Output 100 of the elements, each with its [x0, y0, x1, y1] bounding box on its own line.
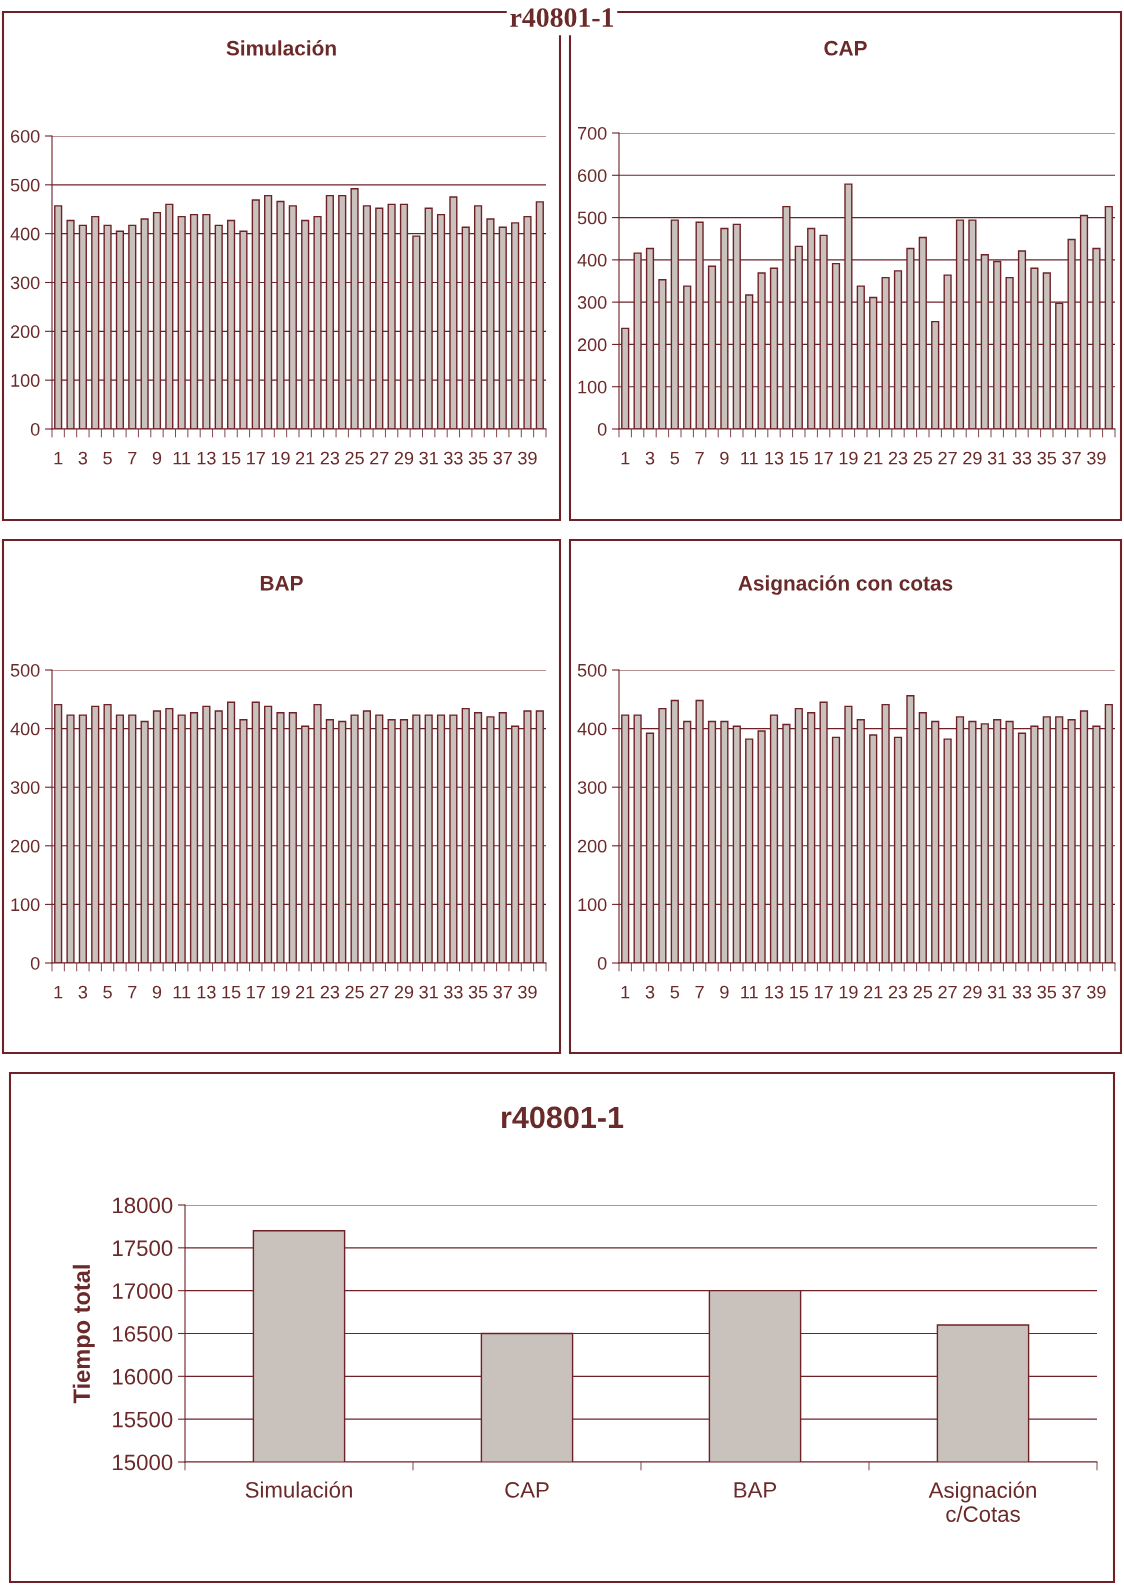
- y-tick-label: 100: [11, 898, 40, 912]
- y-axis-title: Tiempo total: [72, 1265, 95, 1404]
- y-tick-label: 200: [577, 338, 607, 352]
- x-tick-label: 5: [103, 451, 112, 465]
- x-tick-label: 11: [173, 451, 191, 465]
- y-tick-label: 600: [10, 129, 40, 143]
- chart-title: Asignación con cotas: [738, 575, 953, 595]
- x-tick-label: Simulación: [245, 1481, 352, 1498]
- y-tick-label: 500: [10, 663, 40, 677]
- x-tick-label: 21: [864, 985, 883, 999]
- y-tick-label: 400: [10, 722, 40, 736]
- y-tick-label: 300: [10, 781, 40, 794]
- x-tick-label: 29: [394, 985, 414, 999]
- x-tick-label: 1: [621, 985, 630, 999]
- x-tick-label: 21: [864, 451, 883, 465]
- x-tick-label: 9: [720, 985, 729, 999]
- x-tick-label: 33: [444, 985, 463, 999]
- x-tick-label: 11: [741, 451, 758, 465]
- y-tick-label: 100: [578, 380, 607, 394]
- y-tick-label: 400: [10, 227, 40, 241]
- x-tick-label: 37: [1062, 451, 1081, 465]
- x-tick-label: BAP: [734, 1482, 777, 1498]
- y-tick-label: 500: [10, 178, 40, 192]
- x-tick-label: 5: [103, 985, 112, 999]
- x-tick-label: 23: [320, 451, 340, 465]
- y-tick-label: 300: [10, 276, 40, 290]
- x-tick-label: 7: [128, 451, 137, 465]
- x-tick-label: 29: [394, 451, 414, 465]
- x-tick-label: 35: [468, 451, 488, 465]
- y-tick-label: 0: [597, 422, 607, 436]
- y-tick-label: 100: [578, 898, 607, 912]
- y-tick-label: 700: [578, 126, 607, 140]
- x-tick-label: 19: [271, 451, 290, 465]
- x-tick-label: 1: [54, 985, 63, 999]
- x-tick-label: 7: [695, 985, 704, 999]
- x-tick-label: 37: [1062, 985, 1081, 999]
- x-tick-label: 33: [1012, 451, 1032, 465]
- y-tick-label: 0: [597, 956, 607, 970]
- x-tick-label: 3: [78, 985, 88, 999]
- y-tick-label: 300: [577, 296, 607, 309]
- x-tick-label: 29: [963, 985, 982, 999]
- x-tick-label: 31: [987, 451, 1007, 465]
- x-tick-label: Asignación c/Cotas: [928, 1481, 1036, 1522]
- x-tick-label: 39: [1087, 985, 1106, 999]
- x-tick-label: 15: [222, 451, 241, 465]
- x-tick-label: 3: [645, 451, 655, 465]
- x-tick-label: 19: [839, 451, 858, 465]
- y-tick-label: 200: [10, 839, 40, 853]
- x-tick-label: 39: [1087, 451, 1106, 465]
- x-tick-label: 17: [814, 985, 833, 999]
- y-tick-label: 16500: [113, 1326, 173, 1342]
- text: r40801-1: [510, 8, 614, 27]
- y-tick-label: 17500: [113, 1240, 173, 1257]
- x-tick-label: 27: [370, 985, 389, 999]
- x-tick-label: 17: [814, 451, 833, 465]
- x-tick-label: 5: [670, 985, 680, 999]
- x-tick-label: 17: [247, 451, 265, 465]
- x-tick-label: 11: [741, 985, 758, 999]
- x-tick-label: 23: [888, 451, 908, 465]
- y-tick-label: 15500: [113, 1411, 173, 1428]
- x-tick-label: 33: [1012, 985, 1032, 999]
- x-tick-label: 35: [1037, 985, 1057, 999]
- x-tick-label: 1: [621, 451, 630, 465]
- x-tick-label: 25: [913, 985, 933, 999]
- x-tick-label: 29: [963, 451, 982, 465]
- x-tick-label: 25: [345, 451, 364, 465]
- x-tick-label: 37: [493, 985, 512, 999]
- x-tick-label: 9: [720, 451, 729, 465]
- y-tick-label: 15000: [113, 1454, 173, 1471]
- x-tick-label: 3: [78, 451, 88, 465]
- x-tick-label: 3: [645, 985, 655, 999]
- y-tick-label: 100: [11, 374, 40, 387]
- x-tick-label: 15: [222, 985, 241, 999]
- x-tick-label: 11: [173, 985, 191, 999]
- x-tick-label: 23: [320, 985, 340, 999]
- x-tick-label: 9: [152, 451, 162, 465]
- x-tick-label: 35: [468, 985, 488, 999]
- x-tick-label: CAP: [505, 1482, 549, 1498]
- x-tick-label: 19: [271, 985, 290, 999]
- x-tick-label: 27: [938, 985, 957, 999]
- x-tick-label: 21: [296, 985, 315, 999]
- y-tick-label: 16000: [113, 1368, 173, 1385]
- x-tick-label: 39: [518, 985, 537, 999]
- y-tick-label: 200: [577, 839, 607, 853]
- x-tick-label: 1: [54, 451, 63, 465]
- x-tick-label: 15: [790, 451, 809, 465]
- x-tick-label: 27: [370, 451, 389, 465]
- x-tick-label: 13: [765, 451, 784, 465]
- chart-title: CAP: [824, 40, 867, 56]
- y-tick-label: 17000: [113, 1283, 173, 1299]
- x-tick-label: 7: [128, 985, 137, 999]
- x-tick-label: 37: [493, 451, 512, 465]
- x-tick-label: 17: [247, 985, 265, 999]
- y-tick-label: 500: [577, 663, 607, 677]
- x-tick-label: 13: [765, 985, 784, 999]
- x-tick-label: 13: [197, 451, 216, 465]
- y-tick-label: 500: [577, 211, 607, 225]
- x-tick-label: 23: [888, 985, 908, 999]
- y-tick-label: 300: [577, 781, 607, 794]
- y-tick-label: 0: [30, 422, 40, 436]
